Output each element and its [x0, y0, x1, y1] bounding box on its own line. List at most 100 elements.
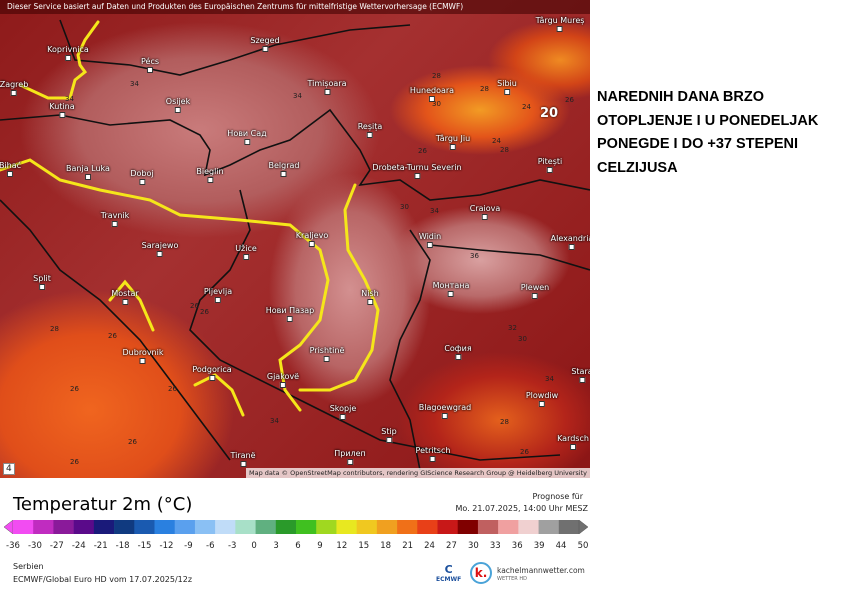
- city-label: Bihać: [0, 161, 21, 177]
- scale-color-swatch: [437, 520, 459, 534]
- scale-tick-label: 33: [489, 541, 501, 551]
- isotherm-label: 26: [128, 438, 137, 446]
- city-label: Skopje: [330, 404, 357, 420]
- city-label: Zagreb: [0, 80, 28, 96]
- city-label: Szeged: [250, 36, 279, 52]
- color-scale-ticks: -36 -30 -27 -24 -21 -18 -15 -12 -9 -6 -3 0 3 6 9 12 15 18…: [6, 541, 588, 553]
- isotherm-label: 28: [50, 325, 59, 333]
- scale-tick-label: 44: [555, 541, 567, 551]
- scale-color-swatch: [154, 520, 176, 534]
- scale-tick-label: -21: [93, 541, 108, 551]
- scale-color-swatch: [397, 520, 418, 534]
- city-label: Bieglin: [196, 167, 223, 183]
- isotherm-label: 34: [545, 375, 554, 383]
- scale-tick-label: -3: [227, 541, 237, 551]
- ecmwf-logo: C ECMWF: [436, 563, 462, 583]
- scale-color-swatch: [477, 520, 499, 534]
- scale-color-swatch: [33, 520, 54, 534]
- scale-tick-label: -15: [137, 541, 152, 551]
- color-scale-bar: [4, 520, 588, 534]
- scale-color-swatch: [518, 520, 539, 534]
- scale-color-swatch: [336, 520, 357, 534]
- isotherm-label: 30: [518, 335, 527, 343]
- city-label: Sarajewo: [142, 241, 179, 257]
- city-label: Dubrovnik: [123, 348, 164, 364]
- scale-color-swatch: [356, 520, 378, 534]
- scale-color-swatch: [114, 520, 135, 534]
- city-label: Gjakovë: [267, 372, 299, 388]
- region-label: Serbien: [13, 562, 44, 571]
- city-label: Belgrad: [269, 161, 300, 177]
- isotherm-label: 36: [470, 252, 479, 260]
- scale-arrow-right: [578, 520, 588, 534]
- city-label: Podgorica: [192, 365, 231, 381]
- city-label: Koprivnica: [47, 45, 89, 61]
- city-label: София: [444, 344, 471, 360]
- city-label: Hunedoara: [410, 86, 454, 102]
- city-label: Osijek: [166, 97, 190, 113]
- zoom-level-control[interactable]: 4: [3, 463, 15, 475]
- scale-tick-label: 18: [380, 541, 392, 551]
- scale-tick-label: -6: [206, 541, 215, 551]
- city-label: Tiranë: [230, 451, 255, 467]
- city-label: Travnik: [101, 211, 130, 227]
- scale-tick-label: 24: [424, 541, 435, 551]
- city-label: Petritsch: [416, 446, 451, 462]
- scale-tick-label: 12: [336, 541, 348, 551]
- scale-color-swatch: [215, 520, 236, 534]
- isotherm-label: 28: [480, 85, 489, 93]
- city-label: Kraljevo: [296, 231, 328, 247]
- scale-tick-label: 30: [467, 541, 479, 551]
- scale-color-swatch: [255, 520, 277, 534]
- border-line: [429, 244, 590, 271]
- scale-color-swatch: [376, 520, 398, 534]
- city-label: Нови Пазар: [266, 306, 315, 322]
- city-label: Plewen: [521, 283, 550, 299]
- isotherm-label: 28: [500, 418, 509, 426]
- isotherm-label: 28: [500, 146, 509, 154]
- scale-tick-label: 36: [511, 541, 523, 551]
- scale-tick-label: 50: [577, 541, 589, 551]
- scale-tick-label: 9: [317, 541, 323, 551]
- scale-arrow-left: [4, 520, 14, 534]
- scale-tick-label: -27: [49, 541, 64, 551]
- isotherm-label: 34: [130, 80, 139, 88]
- legend-title: Temperatur 2m (°C): [13, 494, 193, 515]
- isotherm-label: 26: [565, 96, 574, 104]
- scale-tick-label: -12: [159, 541, 174, 551]
- city-label: Stip: [381, 427, 397, 443]
- scale-color-swatch: [538, 520, 560, 534]
- highlight-line: [193, 373, 245, 417]
- isotherm-label: 24: [522, 103, 531, 111]
- border-line: [0, 199, 231, 461]
- city-label: Prishtinë: [310, 346, 345, 362]
- scale-color-swatch: [235, 520, 256, 534]
- city-label: Монтана: [433, 281, 470, 297]
- city-label: Craiova: [470, 204, 501, 220]
- map-attribution[interactable]: Map data © OpenStreetMap contributors, r…: [246, 468, 590, 478]
- scale-tick-label: -9: [184, 541, 193, 551]
- city-label: Nish: [361, 289, 378, 305]
- forecast-time: Mo. 21.07.2025, 14:00 Uhr MESZ: [455, 504, 588, 513]
- scale-color-swatch: [296, 520, 317, 534]
- scale-color-swatch: [53, 520, 74, 534]
- scale-tick-label: 0: [251, 541, 257, 551]
- city-label: Alexandria: [551, 234, 590, 250]
- city-label: Târgu Mureș: [536, 16, 585, 32]
- border-line: [389, 229, 431, 471]
- brand-name[interactable]: kachelmannwetter.com: [497, 566, 585, 575]
- city-label: Pljevlja: [204, 287, 232, 303]
- city-label: Pécs: [141, 57, 159, 73]
- service-banner: Dieser Service basiert auf Daten und Pro…: [0, 0, 590, 14]
- highlight-line: [298, 183, 380, 392]
- scale-color-swatch: [316, 520, 337, 534]
- isotherm-label: 28: [432, 72, 441, 80]
- isotherm-label: 26: [520, 448, 529, 456]
- isotherm-label: 34: [65, 95, 74, 103]
- scale-color-swatch: [73, 520, 95, 534]
- temperature-map[interactable]: Dieser Service basiert auf Daten und Pro…: [0, 0, 590, 478]
- scale-tick-label: 21: [402, 541, 414, 551]
- city-label: Widin: [419, 232, 441, 248]
- scale-tick-label: 15: [358, 541, 370, 551]
- city-label: Pitești: [538, 157, 562, 173]
